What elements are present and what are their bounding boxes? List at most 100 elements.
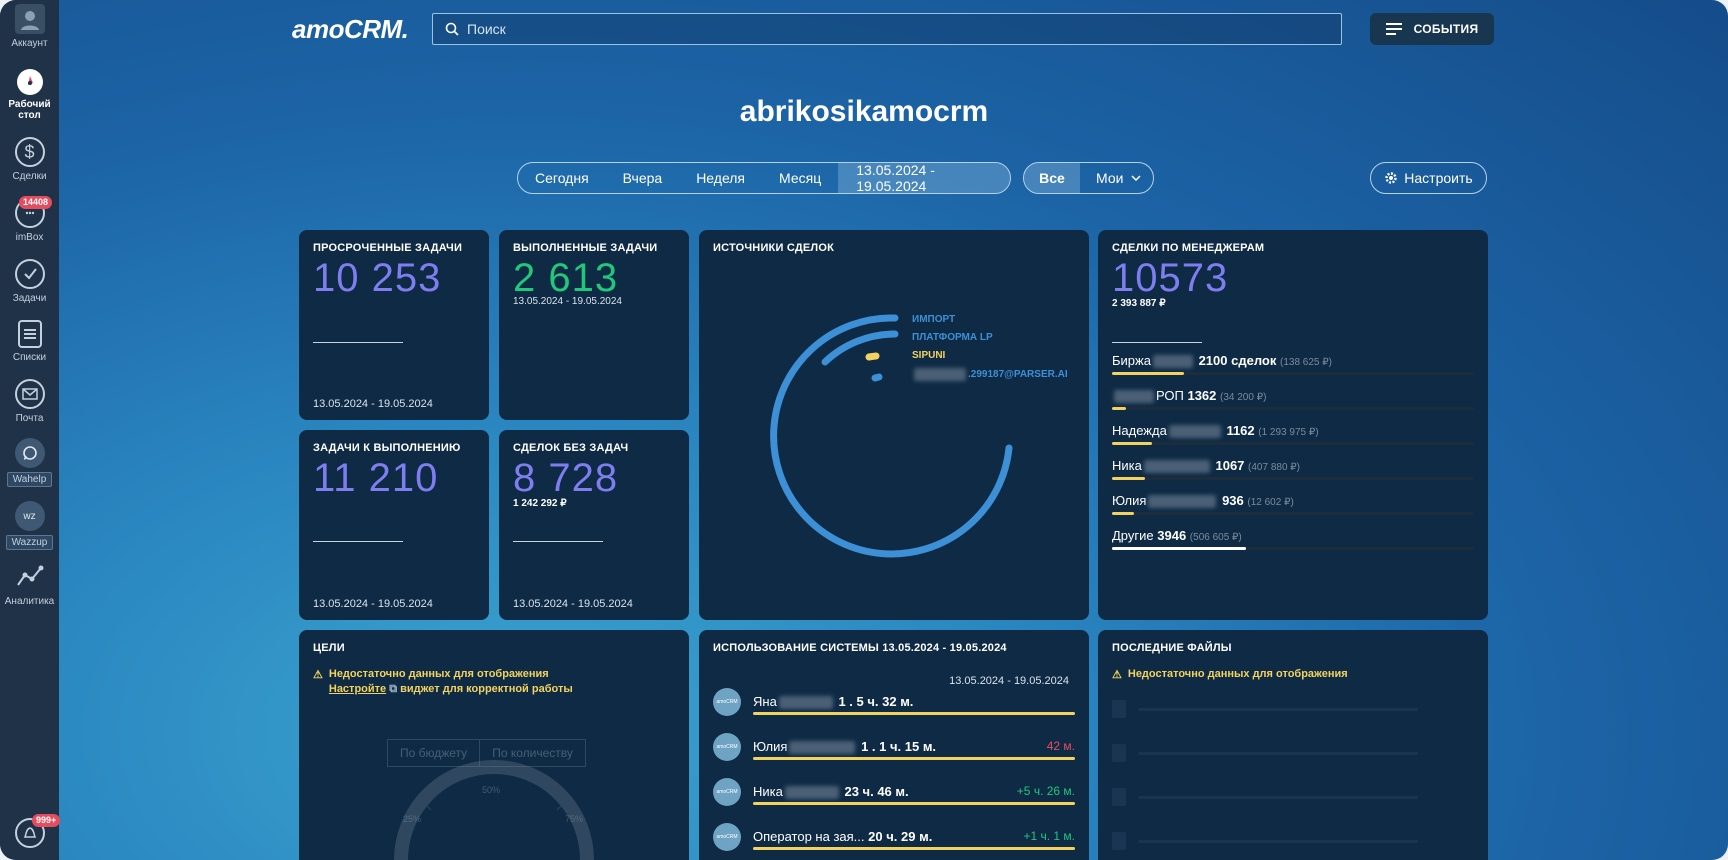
manager-count: 2100 сделок [1198,353,1277,368]
inbox-badge: 14408 [19,196,53,209]
deals-by-managers-card[interactable]: СДЕЛКИ ПО МЕНЕДЖЕРАМ 10573 2 393 887 ₽ Б… [1098,230,1488,620]
ring-import [770,314,1013,558]
file-icon [1112,744,1126,762]
sidebar-item-label: Списки [12,352,47,363]
managers-total-sum: 2 393 887 ₽ [1112,298,1166,309]
period-month[interactable]: Месяц [779,170,822,186]
sidebar-item-label: Аналитика [4,596,55,607]
sidebar-item-dashboard[interactable]: Рабочий стол [0,69,59,121]
goals-setup-link[interactable]: Настройте [328,683,387,695]
manager-amount: (12 602 ₽) [1247,497,1294,508]
done-tasks-value: 2 613 [513,256,619,300]
period-today[interactable]: Сегодня [535,170,589,186]
events-label: СОБЫТИЯ [1413,22,1479,36]
gauge-label-75: 75% [565,814,584,824]
manager-bar-fill [1112,477,1145,480]
file-icon [1112,700,1126,718]
ring-platform [821,330,899,366]
sidebar-item-tasks[interactable]: Задачи [0,259,59,304]
blurred-text [1152,355,1193,369]
deal-sources-card[interactable]: ИСТОЧНИКИ СДЕЛОК ИМПОРТ ПЛАТФОРМА LP SIP… [699,230,1089,620]
sidebar-item-label: Задачи [12,293,47,304]
tab-by-budget[interactable]: По бюджету [387,739,481,767]
menu-icon [1385,23,1402,35]
warning-icon: ⚠ [313,669,323,681]
sidebar-item-analytics[interactable]: Аналитика [0,562,59,607]
app-logo[interactable]: amoCRM. [292,14,409,44]
dashboard-icon [16,69,43,95]
usage-time: 1 . 5 ч. 32 м. [838,694,914,709]
usage-user: Ника 23 ч. 46 м. [753,784,909,800]
card-title: СДЕЛКИ ПО МЕНЕДЖЕРАМ [1112,242,1265,254]
overdue-tasks-card[interactable]: ПРОСРОЧЕННЫЕ ЗАДАЧИ 10 253 13.05.2024 - … [299,230,489,420]
manager-count: 936 [1222,493,1244,508]
external-link-icon: ⧉ [389,683,398,695]
manager-bar-fill [1112,442,1152,445]
analytics-icon [15,562,45,592]
manager-row[interactable]: Биржа 2100 сделок (138 625 ₽) [1112,353,1474,375]
search-bar[interactable] [432,13,1342,45]
sidebar-item-lists[interactable]: Списки [0,320,59,363]
period-range[interactable]: 13.05.2024 - 19.05.2024 [838,163,1010,193]
period-week[interactable]: Неделя [696,170,746,186]
usage-user: Яна 1 . 5 ч. 32 м. [753,694,914,710]
scope-all-button[interactable]: Все [1024,163,1080,193]
sidebar-item-label: Wazzup [5,535,54,550]
system-usage-card[interactable]: ИСПОЛЬЗОВАНИЕ СИСТЕМЫ 13.05.2024 - 19.05… [699,630,1089,860]
legend-parser: .299187@PARSER.AI [912,368,1068,381]
overdue-tasks-value: 10 253 [313,256,442,300]
manager-bar-fill [1112,547,1246,550]
sidebar-item-label: Почта [15,413,44,424]
divider [513,541,603,542]
sidebar-item-account[interactable]: Аккаунт [0,4,59,49]
bell-icon [14,818,45,848]
tab-by-count[interactable]: По количеству [480,739,586,767]
gauge-label-50: 50% [482,785,501,795]
sidebar-item-notifications[interactable]: 999+ [0,814,61,848]
ring-parser [871,373,883,382]
usage-bar [753,847,1075,850]
placeholder-line [1138,840,1418,843]
manager-row[interactable]: Юлия 936 (12 602 ₽) [1112,493,1474,515]
recent-files-card[interactable]: ПОСЛЕДНИЕ ФАЙЛЫ ⚠ Недостаточно данных дл… [1098,630,1488,860]
blurred-text [784,786,839,800]
manager-row[interactable]: Ника 1067 (407 880 ₽) [1112,458,1474,480]
sidebar-item-wazzup[interactable]: wz Wazzup [0,501,59,550]
sidebar-item-deals[interactable]: $ Сделки [0,137,59,182]
goals-warning-text: Недостаточно данных для отображения [328,668,549,680]
period-yesterday[interactable]: Вчера [622,170,663,186]
setup-button[interactable]: Настроить [1370,162,1487,194]
sidebar-item-inbox[interactable]: 14408 imBox [0,196,59,243]
file-placeholder-row [1112,832,1474,854]
blurred-text [1143,460,1210,474]
scope-mine-dropdown[interactable]: Мои [1080,170,1141,186]
events-button[interactable]: СОБЫТИЯ [1370,13,1494,45]
done-tasks-card[interactable]: ВЫПОЛНЕННЫЕ ЗАДАЧИ 2 613 13.05.2024 - 19… [499,230,689,420]
goals-card[interactable]: ЦЕЛИ ⚠ Недостаточно данных для отображен… [299,630,689,860]
manager-row[interactable]: РОП 1362 (34 200 ₽) [1112,388,1474,410]
dollar-icon: $ [14,137,45,167]
manager-row[interactable]: Другие 3946 (506 605 ₽) [1112,528,1474,550]
sidebar-item-wahelp[interactable]: Wahelp [0,438,59,487]
manager-name: Надежда [1112,423,1167,438]
managers-total-value: 10573 [1112,256,1229,300]
legend-parser-label: .299187@PARSER.AI [968,369,1068,381]
blurred-text [789,741,856,755]
usage-user-name: Ника [753,784,783,799]
sidebar-item-mail[interactable]: Почта [0,379,59,424]
file-icon [1112,832,1126,850]
manager-row[interactable]: Надежда 1162 (1 293 975 ₽) [1112,423,1474,445]
manager-count: 1362 [1187,388,1217,403]
goals-tabs: По бюджету По количеству [387,739,586,767]
search-input[interactable] [467,21,1267,37]
deals-without-tasks-card[interactable]: СДЕЛОК БЕЗ ЗАДАЧ 8 728 1 242 292 ₽ 13.05… [499,430,689,620]
todo-tasks-card[interactable]: ЗАДАЧИ К ВЫПОЛНЕНИЮ 11 210 13.05.2024 - … [299,430,489,620]
card-period: 13.05.2024 - 19.05.2024 [513,296,622,307]
card-title: ЗАДАЧИ К ВЫПОЛНЕНИЮ [313,442,461,454]
avatar: amoCRM [713,688,741,716]
manager-count: 1067 [1215,458,1245,473]
usage-time: 20 ч. 29 м. [868,829,933,844]
card-title: ЦЕЛИ [313,642,345,654]
usage-bar [753,712,1075,715]
legend-sipuni: SIPUNI [912,350,946,361]
